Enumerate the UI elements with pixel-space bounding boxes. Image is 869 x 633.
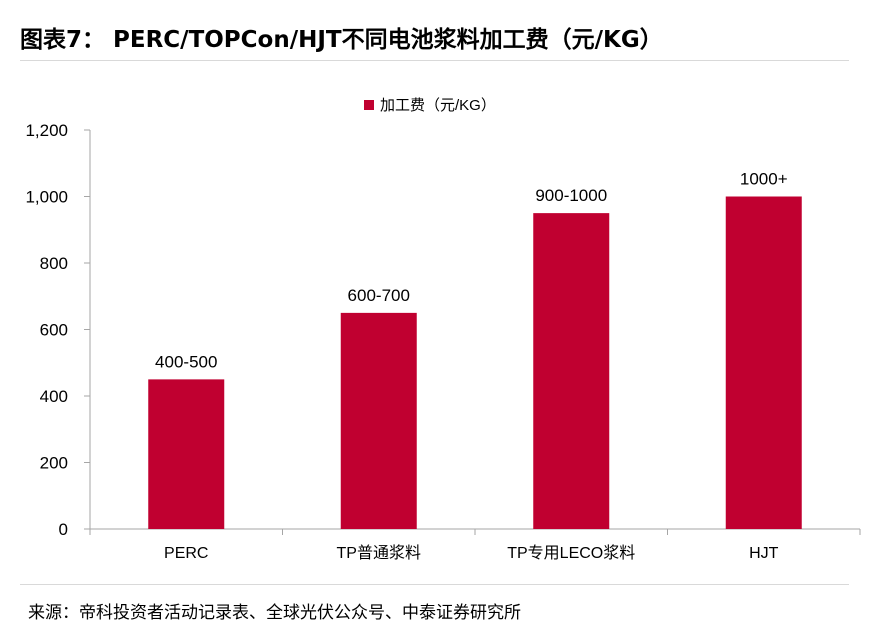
data-labels: 400-500 600-700 900-1000 1000+ xyxy=(155,170,788,372)
x-tick-label: PERC xyxy=(164,545,208,562)
y-tick-label: 800 xyxy=(40,254,68,273)
y-tick-label: 200 xyxy=(40,454,68,473)
legend: 加工费（元/KG） xyxy=(364,97,496,114)
title-divider xyxy=(20,60,849,61)
source-note: 来源：帝科投资者活动记录表、全球光伏公众号、中泰证券研究所 xyxy=(28,603,521,623)
y-tick-label: 1,200 xyxy=(25,121,68,140)
data-label: 600-700 xyxy=(348,286,410,305)
bar-1 xyxy=(340,312,417,529)
y-tick-label: 0 xyxy=(59,520,68,539)
y-tick-label: 400 xyxy=(40,387,68,406)
data-label: 400-500 xyxy=(155,352,217,371)
bar-0 xyxy=(148,379,225,529)
data-label: 1000+ xyxy=(740,170,788,189)
x-tick-label: TP专用LECO浆料 xyxy=(507,544,635,562)
source-divider xyxy=(20,584,849,585)
y-tick-label: 1,000 xyxy=(25,188,68,207)
figure-title: 图表7： PERC/TOPCon/HJT不同电池浆料加工费（元/KG） xyxy=(20,27,663,53)
y-axis: 0 200 400 600 800 1,000 1,200 xyxy=(25,121,91,539)
bar-2 xyxy=(533,213,610,529)
x-tick-label: TP普通浆料 xyxy=(337,544,421,562)
x-axis: PERC TP普通浆料 TP专用LECO浆料 HJT xyxy=(89,528,861,562)
x-tick-label: HJT xyxy=(749,545,779,562)
bar-3 xyxy=(725,196,802,529)
bar-chart: 加工费（元/KG） 0 200 400 600 800 1,000 1,200 PERC TP… xyxy=(25,97,861,562)
bars xyxy=(148,196,802,529)
legend-swatch xyxy=(364,100,374,110)
data-label: 900-1000 xyxy=(535,186,607,205)
legend-label: 加工费（元/KG） xyxy=(380,97,496,114)
y-tick-label: 600 xyxy=(40,321,68,340)
